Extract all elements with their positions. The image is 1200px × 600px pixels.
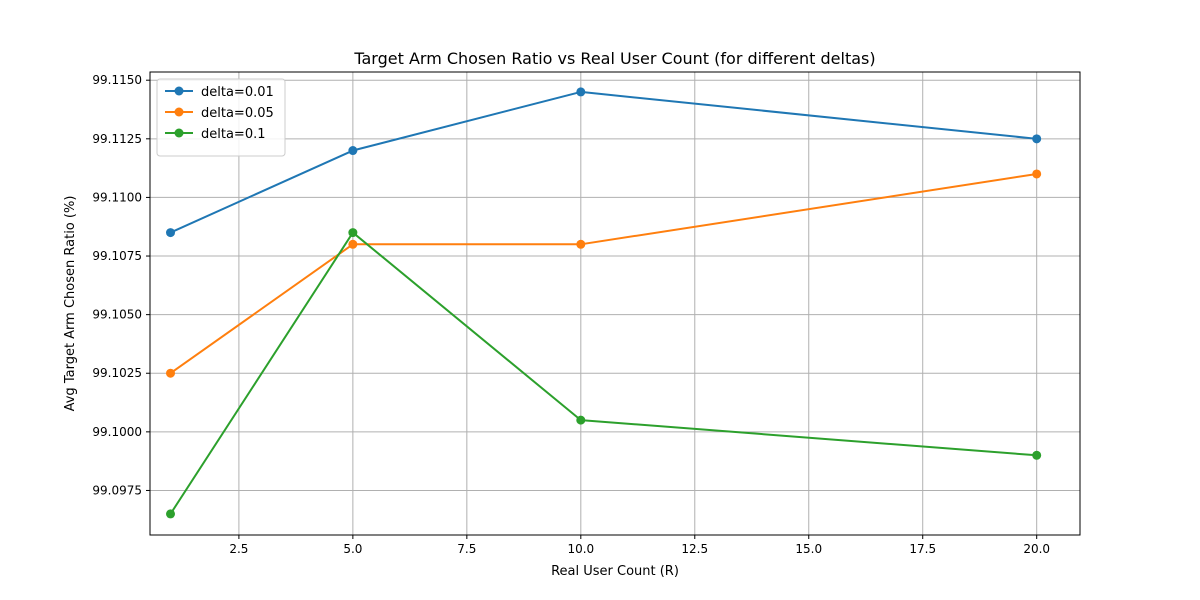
y-axis-label: Avg Target Arm Chosen Ratio (%) xyxy=(63,196,78,412)
legend-marker xyxy=(174,128,184,138)
x-tick-label: 15.0 xyxy=(795,542,822,556)
series-layer xyxy=(166,87,1042,519)
x-tick-label: 2.5 xyxy=(229,542,248,556)
x-tick-label: 10.0 xyxy=(567,542,594,556)
data-point xyxy=(1032,134,1042,144)
series-line-0 xyxy=(170,90,1037,234)
data-point xyxy=(348,228,358,238)
x-tick-label: 7.5 xyxy=(457,542,476,556)
data-point xyxy=(576,239,586,249)
y-tick-label: 99.1050 xyxy=(92,308,142,322)
x-axis-label: Real User Count (R) xyxy=(551,564,679,579)
legend: delta=0.01 delta=0.05 delta=0.1 xyxy=(156,78,286,157)
y-tick-label: 99.1075 xyxy=(92,249,142,263)
data-point xyxy=(166,509,176,519)
legend-box xyxy=(156,78,286,157)
y-tick-label: 99.0975 xyxy=(92,483,142,497)
y-tick-label: 99.1125 xyxy=(92,132,142,146)
y-tick-label: 99.1025 xyxy=(92,366,142,380)
plot-frame xyxy=(149,71,1081,536)
legend-label: delta=0.01 xyxy=(201,85,274,100)
data-point xyxy=(348,146,358,156)
series-line-1 xyxy=(169,172,1037,375)
data-point xyxy=(166,228,176,238)
data-point xyxy=(348,239,358,249)
x-tick-label: 12.5 xyxy=(681,542,708,556)
chart-title: Target Arm Chosen Ratio vs Real User Cou… xyxy=(353,49,875,68)
data-point xyxy=(1032,169,1042,179)
x-tick-label: 20.0 xyxy=(1023,542,1050,556)
y-tick-label: 99.1100 xyxy=(92,190,142,204)
data-point xyxy=(576,87,586,97)
legend-marker xyxy=(174,86,184,96)
x-tick-label: 5.0 xyxy=(343,542,362,556)
data-point xyxy=(576,415,586,425)
data-point xyxy=(1032,450,1042,460)
y-tick-label: 99.1000 xyxy=(92,425,142,439)
y-tick-label: 99.1150 xyxy=(92,73,142,87)
legend-marker xyxy=(174,107,184,117)
axis-ticks: 2.5 5.0 7.5 10.0 12.5 15.0 17.5 20.0 99.0975 99.1… xyxy=(92,73,1050,556)
data-point xyxy=(166,368,176,378)
legend-label: delta=0.1 xyxy=(201,127,266,142)
series-line-2 xyxy=(169,231,1037,515)
legend-label: delta=0.05 xyxy=(201,106,274,121)
x-tick-label: 17.5 xyxy=(909,542,936,556)
grid-lines xyxy=(150,72,1080,535)
